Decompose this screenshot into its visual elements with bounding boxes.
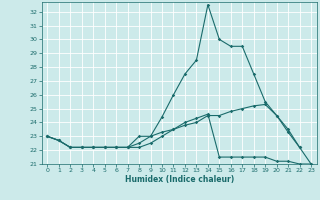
X-axis label: Humidex (Indice chaleur): Humidex (Indice chaleur) [124,175,234,184]
